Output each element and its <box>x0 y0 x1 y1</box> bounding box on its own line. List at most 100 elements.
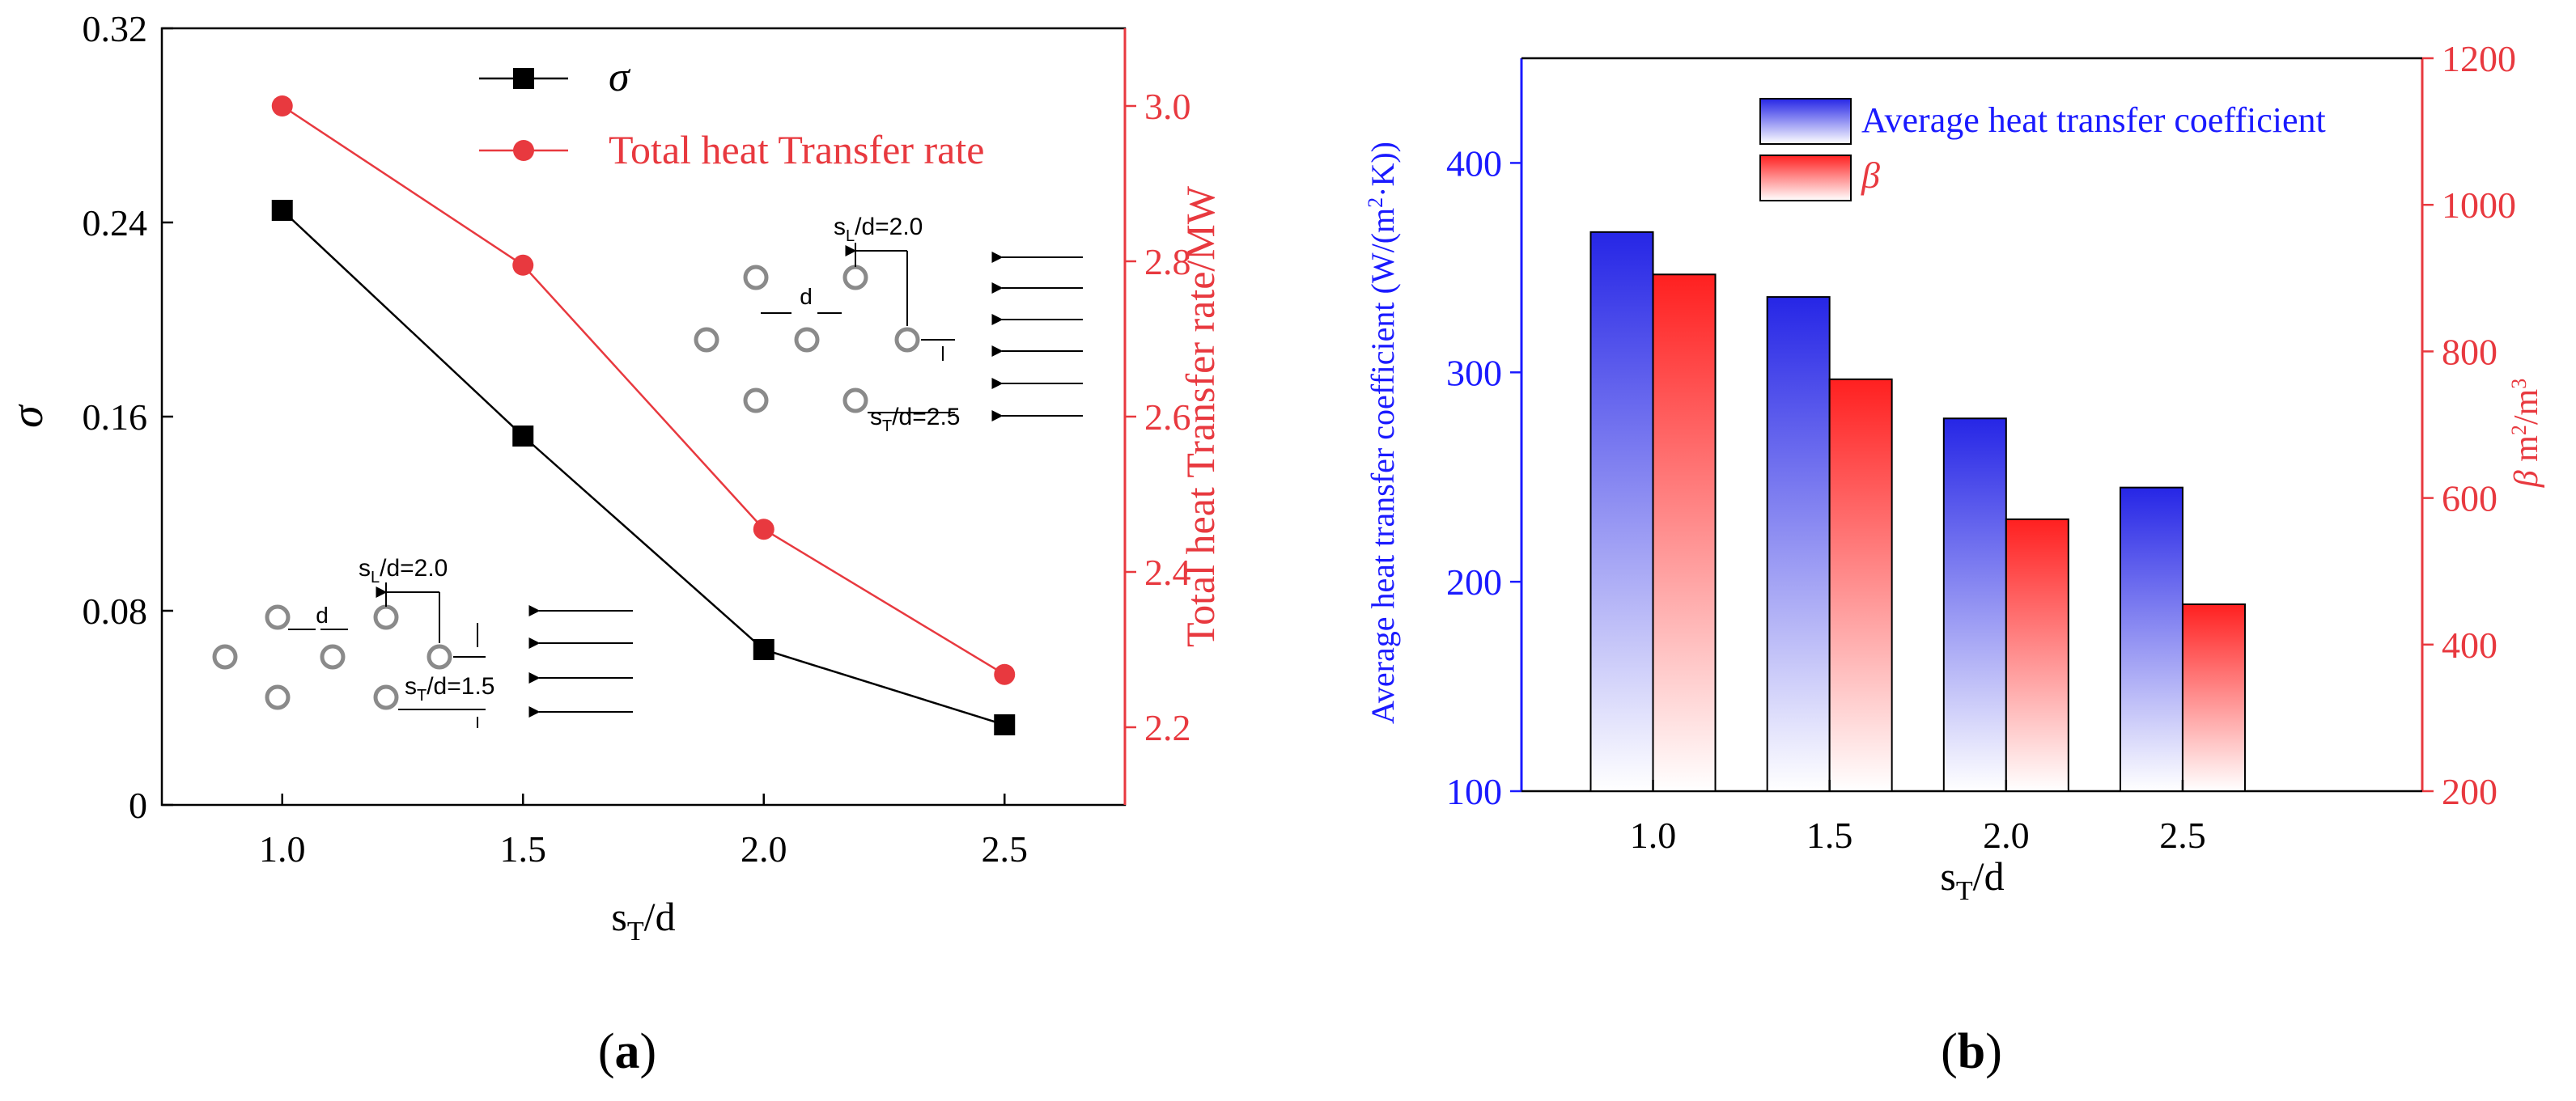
y-tick-label: 0.08 <box>83 591 148 632</box>
panel-a-axis-ticks: 1.0 1.5 2.0 2.5 0 0.08 0.16 0.24 0.32 2.2 2.4 2.6 2.… <box>83 8 1191 870</box>
st-rest: /d=2.5 <box>892 404 960 430</box>
ytitle-part-c: ·K)) <box>1364 142 1401 197</box>
y-tick-label: 0.16 <box>83 396 148 438</box>
legend-htc-swatch <box>1759 98 1852 145</box>
y2-tick-label: 2.2 <box>1144 707 1191 748</box>
inset-sl-label: sL/d=2.0 <box>834 214 923 245</box>
bar-avg-htc <box>2119 486 2183 793</box>
panel-a-series-markers <box>271 95 1016 735</box>
tube <box>265 684 291 710</box>
x-title-sub: T <box>1956 876 1973 906</box>
sl-rest: /d=2.0 <box>380 555 448 582</box>
y2-tick-label: 800 <box>2442 331 2497 372</box>
y-tick-label: 100 <box>1446 771 1502 812</box>
ytitle-sup: 2 <box>1364 197 1387 208</box>
sl-sub: L <box>371 569 380 586</box>
x-tick-label: 1.0 <box>259 828 306 870</box>
panel-b-y-axis-title: Average heat transfer coefficient (W/(m2… <box>1364 142 1401 724</box>
tube <box>743 387 769 413</box>
st-s: s <box>405 673 417 700</box>
x-title-s: s <box>1940 853 1955 899</box>
panel-b-label-open: ( <box>1941 1024 1958 1079</box>
tube <box>794 327 820 353</box>
y2-tick-label: 400 <box>2442 625 2497 666</box>
y-tick-label: 0.32 <box>83 8 148 49</box>
series-line-1 <box>282 104 1005 675</box>
heat-rate-point <box>994 663 1016 685</box>
tube <box>265 604 291 630</box>
st-sub: T <box>882 417 892 435</box>
y-tick-label: 300 <box>1446 352 1502 393</box>
flow-arrows <box>991 252 1083 421</box>
st-rest: /d=1.5 <box>427 673 494 700</box>
heat-rate-point <box>271 95 293 116</box>
y2title-e2: 3 <box>2507 379 2531 389</box>
tube <box>427 644 452 670</box>
y-tick-label: 200 <box>1446 561 1502 603</box>
y2-tick-label: 2.4 <box>1144 552 1191 593</box>
sigma-point <box>753 639 774 660</box>
panel-b-label-letter: b <box>1958 1024 1985 1079</box>
heat-rate-point <box>753 519 774 540</box>
panel-b-y2-axis-title: β m2/m3 <box>2507 379 2545 488</box>
ytitle-part-a: Average heat transfer coefficient (W/(m <box>1364 208 1401 724</box>
st-sub: T <box>417 687 427 705</box>
y2title-e1: 2 <box>2507 425 2531 435</box>
inset-d-label: d <box>316 603 329 628</box>
y2title-m2: /m <box>2508 388 2545 425</box>
y-tick-label: 0 <box>129 785 147 826</box>
bar-beta <box>1652 273 1717 792</box>
inset-st-label: sT/d=1.5 <box>405 673 494 705</box>
heat-rate-point <box>512 254 534 276</box>
sl-rest: /d=2.0 <box>855 214 923 240</box>
panel-b-x-axis-title: sT/d <box>1940 853 2004 906</box>
tube <box>694 327 719 353</box>
y2-tick-label: 200 <box>2442 771 2497 812</box>
x-tick-label: 2.5 <box>2159 815 2206 856</box>
bar-beta <box>1828 378 1893 792</box>
panel-a-label-letter: a <box>615 1024 640 1079</box>
legend-heat-label: Total heat Transfer rate <box>609 127 984 172</box>
y2-tick-label: 600 <box>2442 478 2497 519</box>
panel-a-label: (a) <box>598 1024 656 1079</box>
sigma-point <box>512 426 534 447</box>
bar-beta <box>2005 518 2069 793</box>
x-title-s: s <box>611 894 626 939</box>
series-line-0 <box>281 210 1005 726</box>
panel-a-label-open: ( <box>598 1024 615 1079</box>
inset-tube-bank-st-1-5: d sL/d=2.0 sT/d=1.5 <box>212 555 633 728</box>
legend-sigma-marker <box>513 68 534 89</box>
legend-sigma-label: σ <box>609 54 631 100</box>
y2-tick-label: 3.0 <box>1144 86 1191 127</box>
panel-a-legend: σ Total heat Transfer rate <box>479 54 984 172</box>
panel-a-series-lines <box>281 104 1005 726</box>
x-tick-label: 1.5 <box>500 828 547 870</box>
legend-beta-swatch <box>1759 155 1852 201</box>
legend-htc-label: Average heat transfer coefficient <box>1861 100 2326 140</box>
panel-a-chart: 1.0 1.5 2.0 2.5 0 0.08 0.16 0.24 0.32 2.2 2.4 2.6 2.… <box>2 8 1223 1079</box>
x-tick-label: 2.5 <box>982 828 1029 870</box>
panel-b-label: (b) <box>1941 1024 2002 1079</box>
panel-b-axis-ticks: 1.0 1.5 2.0 2.5 100 200 300 400 200 400 600 800 1000… <box>1446 38 2516 856</box>
bar-avg-htc <box>1942 417 2007 793</box>
tube <box>842 265 868 290</box>
sl-s: s <box>834 214 846 240</box>
sigma-point <box>271 200 293 221</box>
inset-st-label: sT/d=2.5 <box>870 404 960 435</box>
x-tick-label: 2.0 <box>741 828 787 870</box>
panel-a-y2-axis-title: Total heat Transfer rate/MW <box>1178 185 1223 647</box>
sl-sub: L <box>846 227 855 245</box>
sigma-point <box>994 714 1016 735</box>
y2title-beta: β <box>2508 470 2545 488</box>
sl-s: s <box>359 555 371 582</box>
panel-b-label-close: ) <box>1985 1024 2002 1079</box>
tube <box>842 387 868 413</box>
x-title-sub: T <box>627 917 644 946</box>
y2-tick-label: 1000 <box>2442 184 2516 226</box>
st-s: s <box>870 404 882 430</box>
panel-b-legend: Average heat transfer coefficient β <box>1759 98 2326 201</box>
bar-beta <box>2181 603 2246 792</box>
x-title-rest: /d <box>644 894 676 939</box>
bar-avg-htc <box>1766 296 1831 792</box>
